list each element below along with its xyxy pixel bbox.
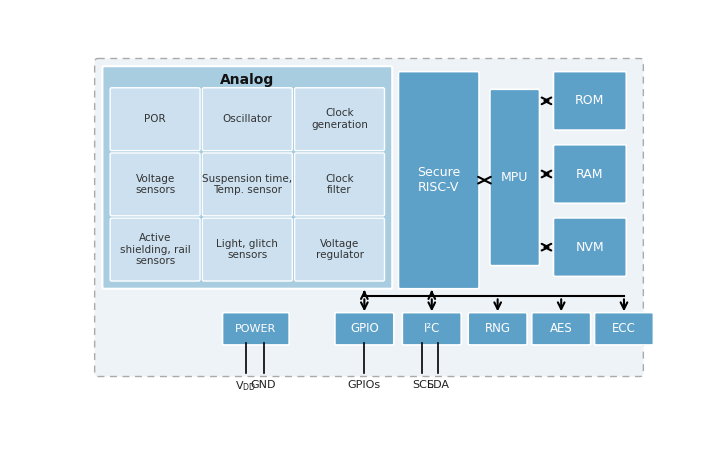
Text: I²C: I²C [423, 322, 440, 335]
FancyBboxPatch shape [110, 153, 200, 216]
Text: NVM: NVM [575, 241, 604, 254]
FancyBboxPatch shape [294, 88, 384, 151]
Text: Suspension time,
Temp. sensor: Suspension time, Temp. sensor [202, 174, 292, 195]
FancyBboxPatch shape [222, 313, 289, 345]
Text: Analog: Analog [220, 73, 274, 87]
FancyBboxPatch shape [595, 313, 654, 345]
Text: Secure
RISC-V: Secure RISC-V [417, 166, 460, 194]
Text: ROM: ROM [575, 94, 605, 107]
Text: POWER: POWER [235, 324, 276, 334]
Text: SDA: SDA [426, 379, 449, 390]
FancyBboxPatch shape [202, 218, 292, 281]
FancyBboxPatch shape [102, 66, 392, 289]
Text: RNG: RNG [485, 322, 510, 335]
Text: ECC: ECC [612, 322, 636, 335]
FancyBboxPatch shape [294, 218, 384, 281]
Text: GPIO: GPIO [350, 322, 379, 335]
Text: MPU: MPU [501, 171, 528, 184]
Text: Oscillator: Oscillator [222, 114, 272, 124]
FancyBboxPatch shape [94, 58, 644, 377]
Text: Voltage
regulator: Voltage regulator [315, 239, 364, 260]
FancyBboxPatch shape [110, 218, 200, 281]
FancyBboxPatch shape [294, 153, 384, 216]
FancyBboxPatch shape [110, 88, 200, 151]
Text: Clock
generation: Clock generation [311, 108, 368, 130]
FancyBboxPatch shape [202, 153, 292, 216]
Text: POR: POR [144, 114, 166, 124]
Text: RAM: RAM [576, 167, 603, 180]
Text: Clock
filter: Clock filter [325, 174, 354, 195]
Text: SCL: SCL [412, 379, 433, 390]
FancyBboxPatch shape [532, 313, 590, 345]
Text: Light, glitch
sensors: Light, glitch sensors [217, 239, 278, 260]
Text: GPIOs: GPIOs [348, 379, 381, 390]
Text: $\mathregular{V_{DD}}$: $\mathregular{V_{DD}}$ [235, 379, 256, 393]
FancyBboxPatch shape [335, 313, 394, 345]
FancyBboxPatch shape [468, 313, 527, 345]
FancyBboxPatch shape [202, 88, 292, 151]
Text: GND: GND [251, 379, 276, 390]
FancyBboxPatch shape [554, 71, 626, 130]
FancyBboxPatch shape [398, 71, 479, 289]
FancyBboxPatch shape [554, 145, 626, 203]
Text: Active
shielding, rail
sensors: Active shielding, rail sensors [120, 233, 191, 266]
FancyBboxPatch shape [402, 313, 462, 345]
FancyBboxPatch shape [554, 218, 626, 277]
Text: AES: AES [550, 322, 572, 335]
FancyBboxPatch shape [490, 89, 539, 266]
Text: Voltage
sensors: Voltage sensors [135, 174, 175, 195]
